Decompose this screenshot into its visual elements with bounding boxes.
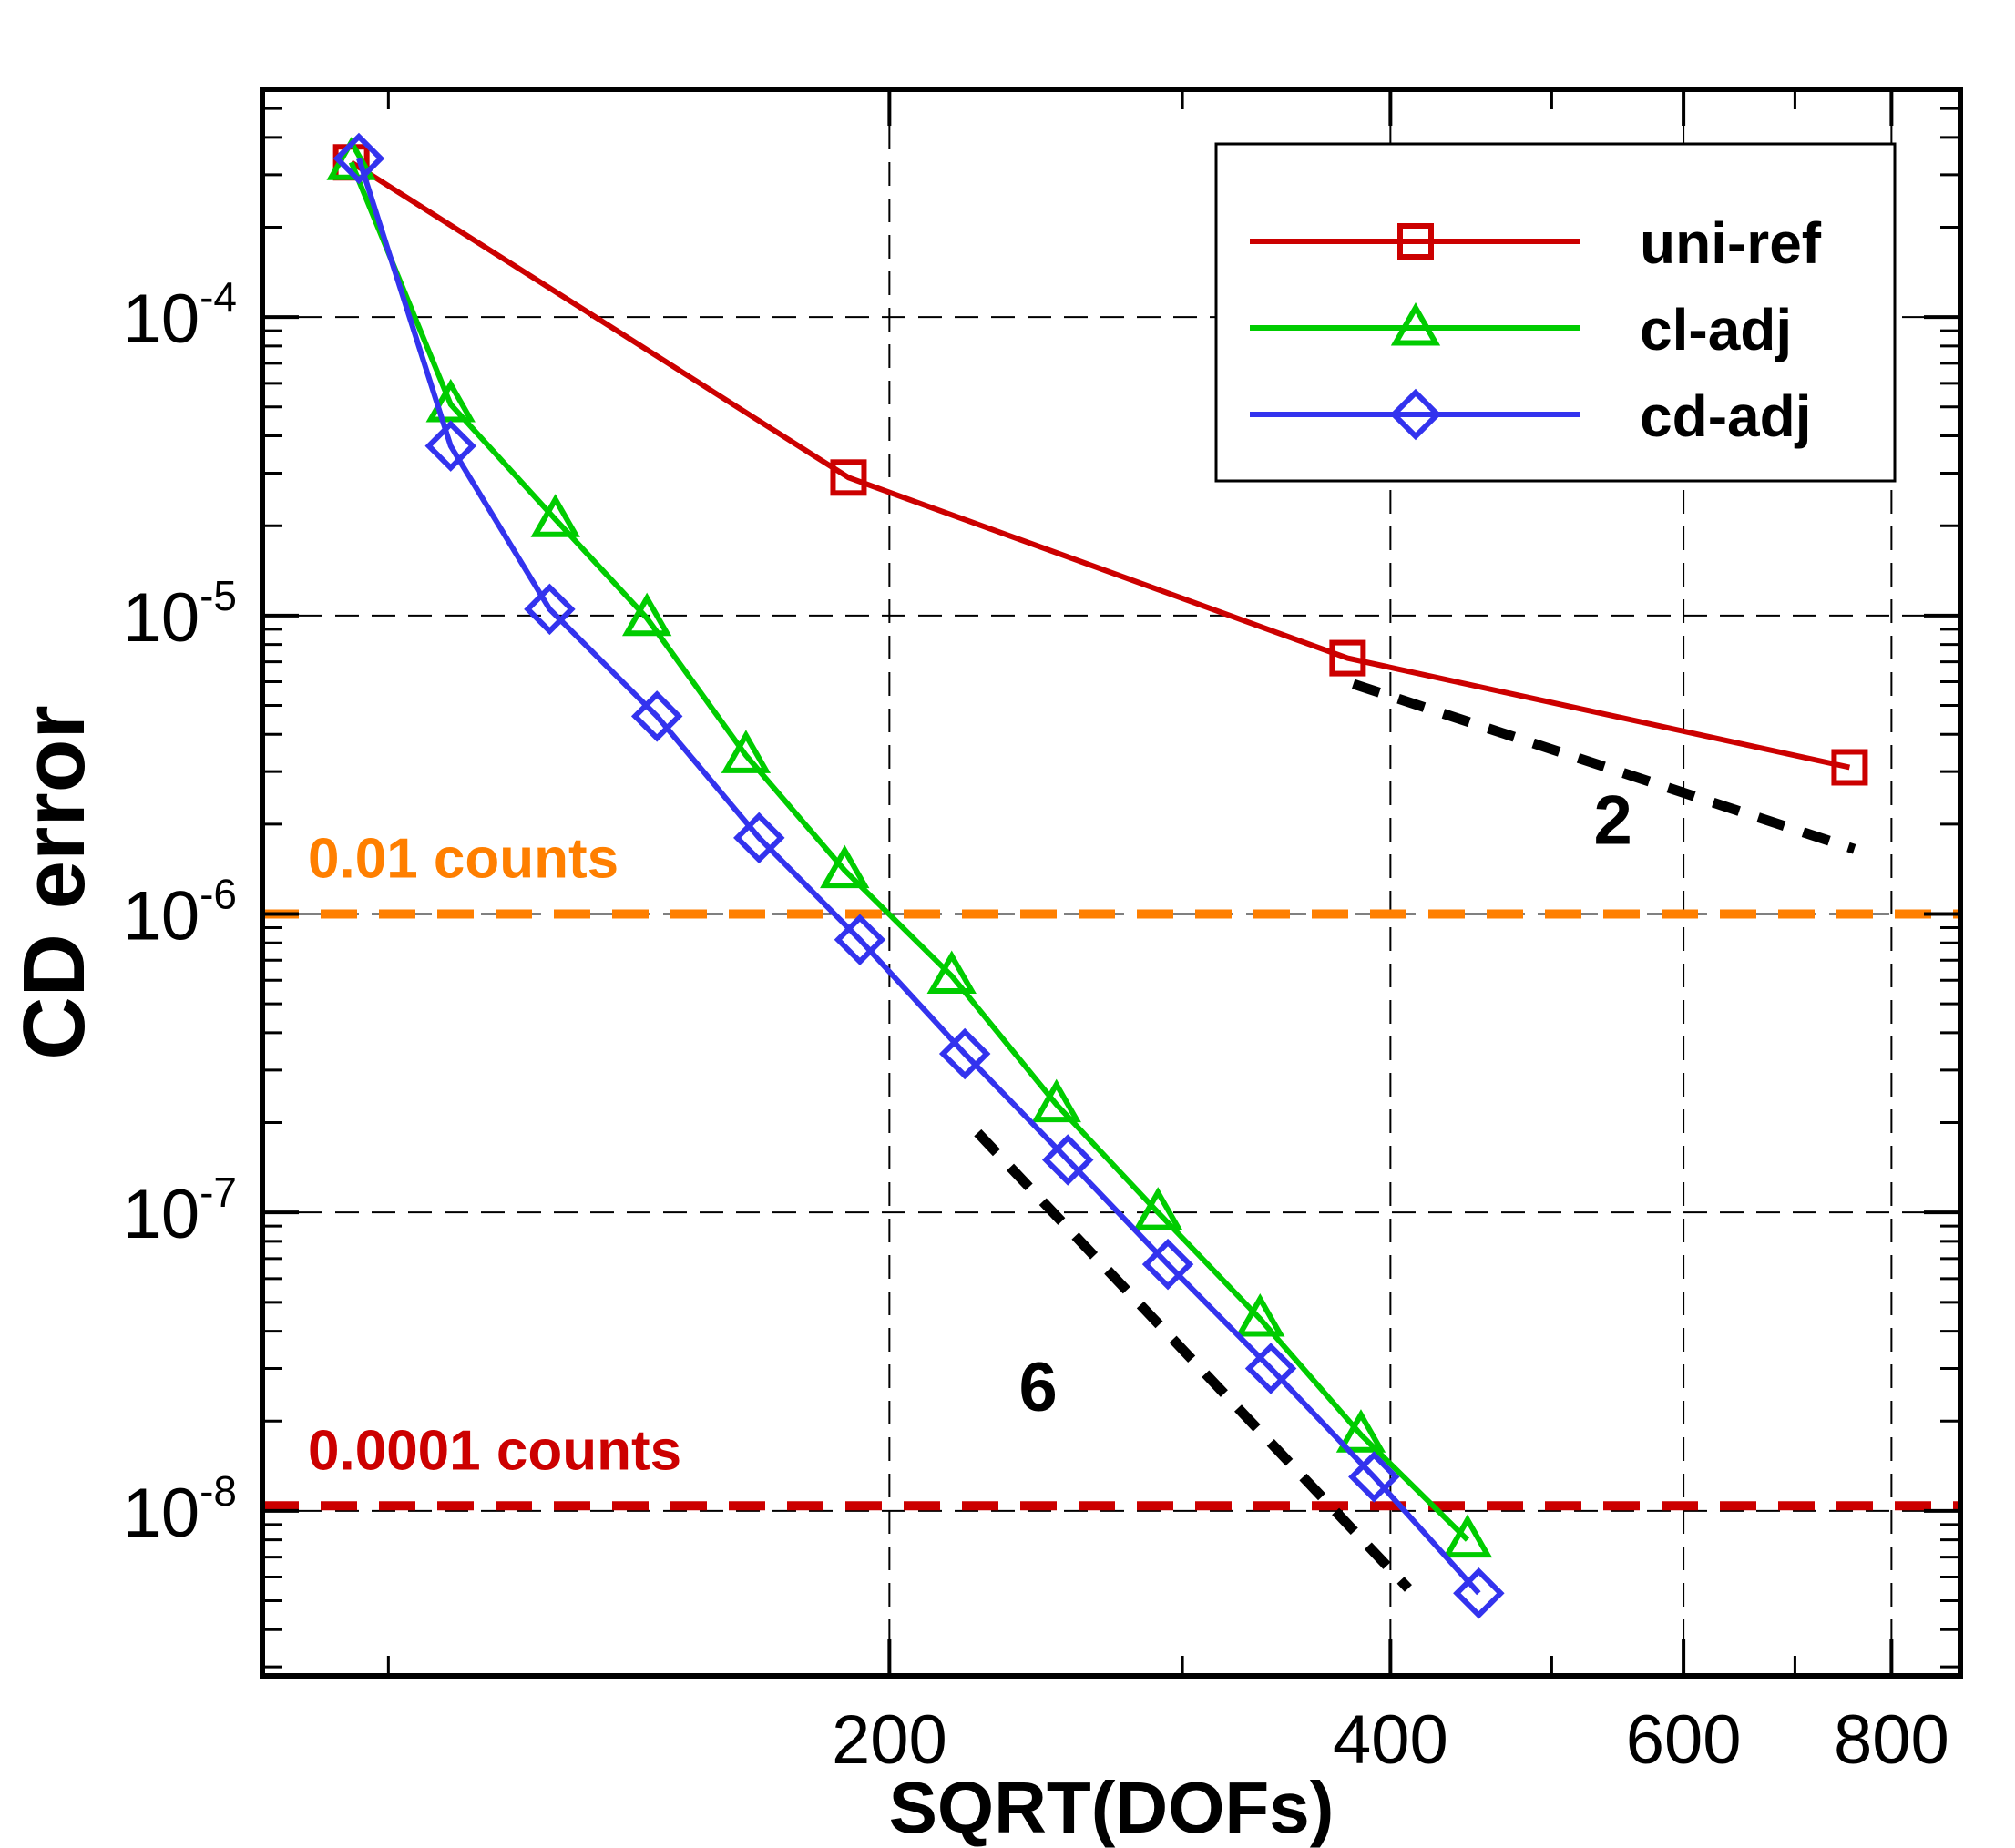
y-tick-label: 10-5	[123, 572, 237, 657]
y-axis-title: CD error	[5, 705, 103, 1059]
data-point	[1335, 1409, 1386, 1453]
data-point	[1442, 1514, 1493, 1558]
legend-marker	[1397, 223, 1434, 260]
axis-ticks: 10-4 10-5 10-6 10-7 10-8 200 400 600 800	[123, 89, 1960, 1779]
data-point	[938, 1027, 991, 1080]
data-point	[926, 950, 977, 995]
data-point	[424, 420, 476, 472]
series-group	[326, 132, 1868, 1619]
y-tick-label: 10-8	[123, 1467, 237, 1552]
plot-frame	[260, 87, 1963, 1679]
series-cd-adj	[332, 132, 1505, 1619]
data-point	[524, 583, 576, 636]
y-tick-label: 10-6	[123, 871, 237, 955]
legend-label: uni-ref	[1640, 210, 1822, 276]
data-point	[1031, 1078, 1081, 1123]
slope-label: 6	[1019, 1349, 1058, 1426]
x-tick-label: 400	[1333, 1701, 1448, 1779]
legend-label: cd-adj	[1640, 383, 1811, 449]
data-point	[332, 132, 385, 185]
series-line	[350, 159, 1851, 771]
data-point	[733, 812, 785, 864]
data-point	[530, 494, 580, 537]
slope-line	[974, 1128, 1412, 1592]
data-point	[425, 378, 476, 423]
data-point	[1831, 749, 1868, 786]
series-line	[348, 161, 1470, 1542]
reference-label: 0.01 counts	[308, 828, 619, 891]
data-point	[630, 690, 683, 742]
slope-lines: 26	[974, 679, 1856, 1592]
slope-label: 2	[1594, 782, 1632, 860]
legend-box	[1214, 142, 1897, 483]
data-point	[820, 844, 870, 889]
data-point	[1329, 639, 1366, 677]
data-point	[834, 914, 886, 965]
legend-label: cl-adj	[1640, 297, 1792, 362]
reference-lines: 0.01 counts 0.0001 counts	[262, 828, 1960, 1511]
series-line	[356, 158, 1481, 1596]
reference-label: 0.0001 counts	[308, 1419, 681, 1482]
legend-marker	[1390, 301, 1441, 346]
data-point	[1348, 1451, 1400, 1503]
series-cl-adj	[326, 137, 1493, 1558]
data-point	[1453, 1567, 1505, 1619]
data-point	[1244, 1343, 1297, 1394]
legend: uni-ref cl-adj cd-adj	[1214, 142, 1897, 483]
x-tick-label: 200	[832, 1701, 947, 1779]
y-tick-label: 10-4	[123, 273, 237, 358]
x-tick-label: 600	[1626, 1701, 1742, 1779]
data-point	[721, 730, 772, 773]
y-tick-label: 10-7	[123, 1169, 237, 1253]
data-point	[621, 592, 672, 637]
data-point	[830, 459, 867, 496]
data-point	[1141, 1238, 1194, 1291]
legend-marker	[1389, 388, 1442, 441]
data-point	[1133, 1187, 1183, 1230]
data-point	[1235, 1292, 1285, 1337]
slope-line	[1351, 679, 1856, 854]
data-point	[1041, 1134, 1094, 1186]
x-tick-label: 800	[1834, 1701, 1949, 1779]
x-axis-title: SQRT(DOFs)	[889, 1767, 1335, 1848]
